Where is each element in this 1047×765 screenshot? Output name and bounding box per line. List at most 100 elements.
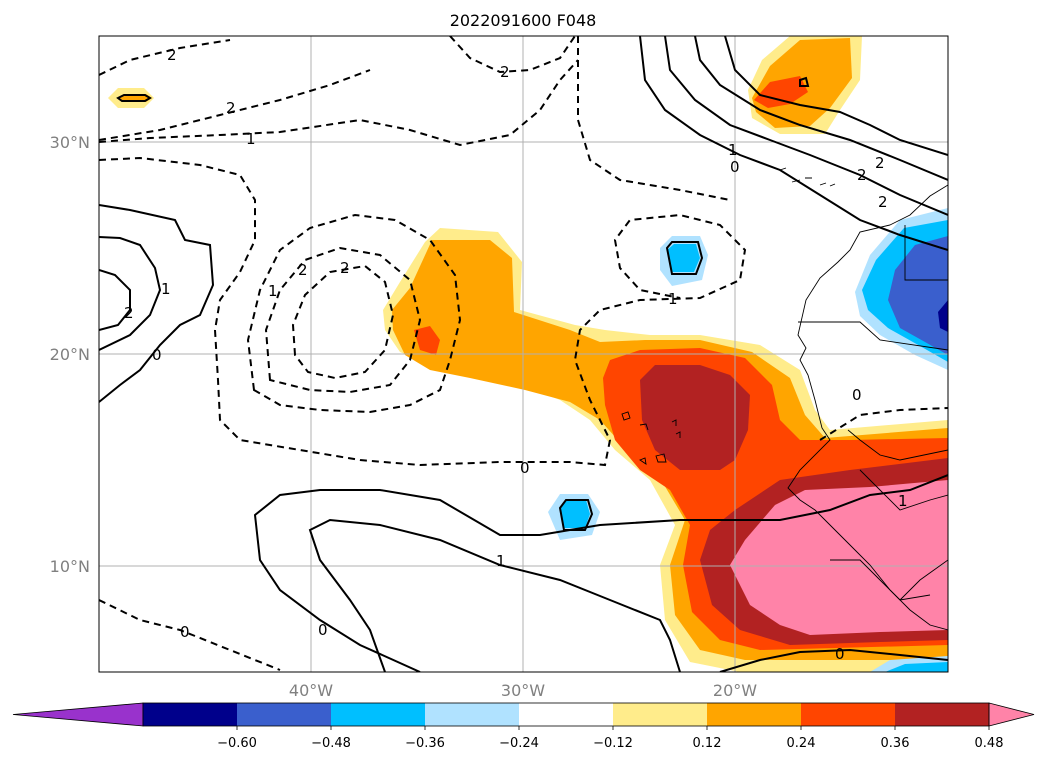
contour-label: 0 <box>852 386 862 404</box>
contour-neg-bottom-left <box>99 599 281 671</box>
contour-pos-left-2 <box>99 236 162 351</box>
colorbar-swatch <box>519 703 614 726</box>
colorbar-swatch <box>331 703 426 726</box>
contour-pos-ne-2 <box>664 36 948 216</box>
colorbar-swatch <box>425 703 520 726</box>
shading-pos3-small <box>414 326 440 355</box>
contour-label: 0 <box>520 459 530 477</box>
contour-neg-left-1 <box>99 156 747 467</box>
contour-label-group: 2 2 2 1 1 0 1 2 2 2 2 1 0 1 0 0 1 0 0 0 … <box>124 46 908 663</box>
colorbar-extend-high <box>988 702 1035 727</box>
colorbar-tick-label: 0.36 <box>881 736 910 751</box>
colorbar-swatch <box>143 703 238 726</box>
contour-pos-left-1 <box>99 204 215 403</box>
contour-label: 1 <box>898 492 908 510</box>
map-area: 2 2 2 1 1 0 1 2 2 2 2 1 0 1 0 0 1 0 0 0 … <box>99 36 948 672</box>
shading-neg2-center <box>667 244 700 272</box>
contour-pos-ne-1 <box>639 36 948 251</box>
contour-pos-se-1 <box>735 474 948 521</box>
contour-label: 0 <box>835 645 845 663</box>
shading-neg2-se <box>885 662 948 672</box>
contour-pos-nw-small <box>116 94 152 102</box>
latitude-label: 30°N <box>50 133 90 152</box>
longitude-label: 20°W <box>713 681 757 700</box>
contour-label: 1 <box>668 290 678 308</box>
contour-label: 2 <box>878 193 888 211</box>
colorbar-tick-label: 0.48 <box>975 736 1004 751</box>
colorbar-tick-label: −0.12 <box>593 736 633 751</box>
contour-label: 0 <box>318 621 328 639</box>
border-guinea <box>830 559 931 601</box>
longitude-label: 30°W <box>501 681 545 700</box>
colorbar-swatch <box>895 703 990 726</box>
colorbar-tick-label: −0.48 <box>311 736 351 751</box>
colorbar-extend-low <box>12 702 144 727</box>
contour-neg-ring-inner <box>291 264 395 380</box>
shading-neg3-east <box>888 236 948 355</box>
colorbar-tick-label: 0.12 <box>693 736 722 751</box>
contour-label: 2 <box>875 154 885 172</box>
shading-neg2-south <box>560 500 590 528</box>
colorbar-frame <box>142 702 990 727</box>
contour-pos-ne-3 <box>694 36 948 181</box>
longitude-label: 40°W <box>289 681 333 700</box>
contour-pos-south-1 <box>253 489 740 672</box>
colorbar-tick-label: −0.24 <box>499 736 539 751</box>
negative-contours <box>99 36 948 671</box>
contour-neg-upper-right <box>577 36 731 201</box>
contour-label: 2 <box>500 63 510 81</box>
contour-neg-upper <box>99 59 579 147</box>
contour-pos-ne-5 <box>799 76 810 87</box>
shading-pos3-ne <box>754 76 808 108</box>
contour-label: 1 <box>161 280 171 298</box>
colorbar-swatch <box>613 703 708 726</box>
shaded-anomaly-fields <box>108 36 948 672</box>
contour-label: 2 <box>226 99 236 117</box>
contour-label: 2 <box>298 261 308 279</box>
contour-pos-south-blue <box>558 499 594 531</box>
colorbar-tick-label: −0.36 <box>405 736 445 751</box>
contour-neg-east <box>819 407 948 441</box>
colorbar-tick-label: −0.60 <box>217 736 257 751</box>
contour-pos-bottom <box>719 648 948 672</box>
contour-label: 2 <box>124 304 134 322</box>
contour-pos-ne-4 <box>724 36 948 156</box>
contour-lines <box>99 36 948 672</box>
map-title: 2022091600 F048 <box>450 11 597 30</box>
contour-label: 1 <box>246 130 256 148</box>
contour-neg-top-left-2 <box>99 69 371 141</box>
colorbar-swatch <box>801 703 896 726</box>
contour-pos-left-3 <box>99 269 131 331</box>
shading-neg4-east <box>938 300 948 332</box>
positive-contours <box>99 36 948 672</box>
contour-label: 2 <box>340 259 350 277</box>
contour-neg-ring-outer <box>246 213 462 414</box>
latitude-label: 20°N <box>50 345 90 364</box>
gridlines <box>99 36 948 672</box>
map-frame <box>98 35 949 673</box>
contour-label: 0 <box>152 346 162 364</box>
border-mali <box>859 469 948 511</box>
border-sahara <box>798 321 948 351</box>
contour-label: 1 <box>496 552 506 570</box>
border-morocco <box>904 225 948 281</box>
contour-label: 0 <box>180 623 190 641</box>
cape-verde <box>621 411 681 465</box>
shading-pos4-main <box>640 365 750 470</box>
contour-pos-south-2 <box>308 518 681 672</box>
contour-neg-top-left <box>99 39 231 76</box>
contour-pos-center-blue <box>665 241 704 275</box>
colorbar-tick-label: 0.24 <box>787 736 816 751</box>
contour-label: 2 <box>857 166 867 184</box>
coastline-africa <box>787 184 948 631</box>
colorbar: −0.60 −0.48 −0.36 −0.24 −0.12 0.12 0.24 0.36 0.4… <box>12 702 1035 751</box>
border-ivory <box>899 559 948 601</box>
contour-label: 0 <box>730 158 740 176</box>
colorbar-swatch <box>707 703 802 726</box>
contour-label: 1 <box>728 141 738 159</box>
contour-label: 2 <box>167 46 177 64</box>
latitude-label: 10°N <box>50 557 90 576</box>
contour-label: 1 <box>268 282 278 300</box>
colorbar-swatch <box>237 703 332 726</box>
